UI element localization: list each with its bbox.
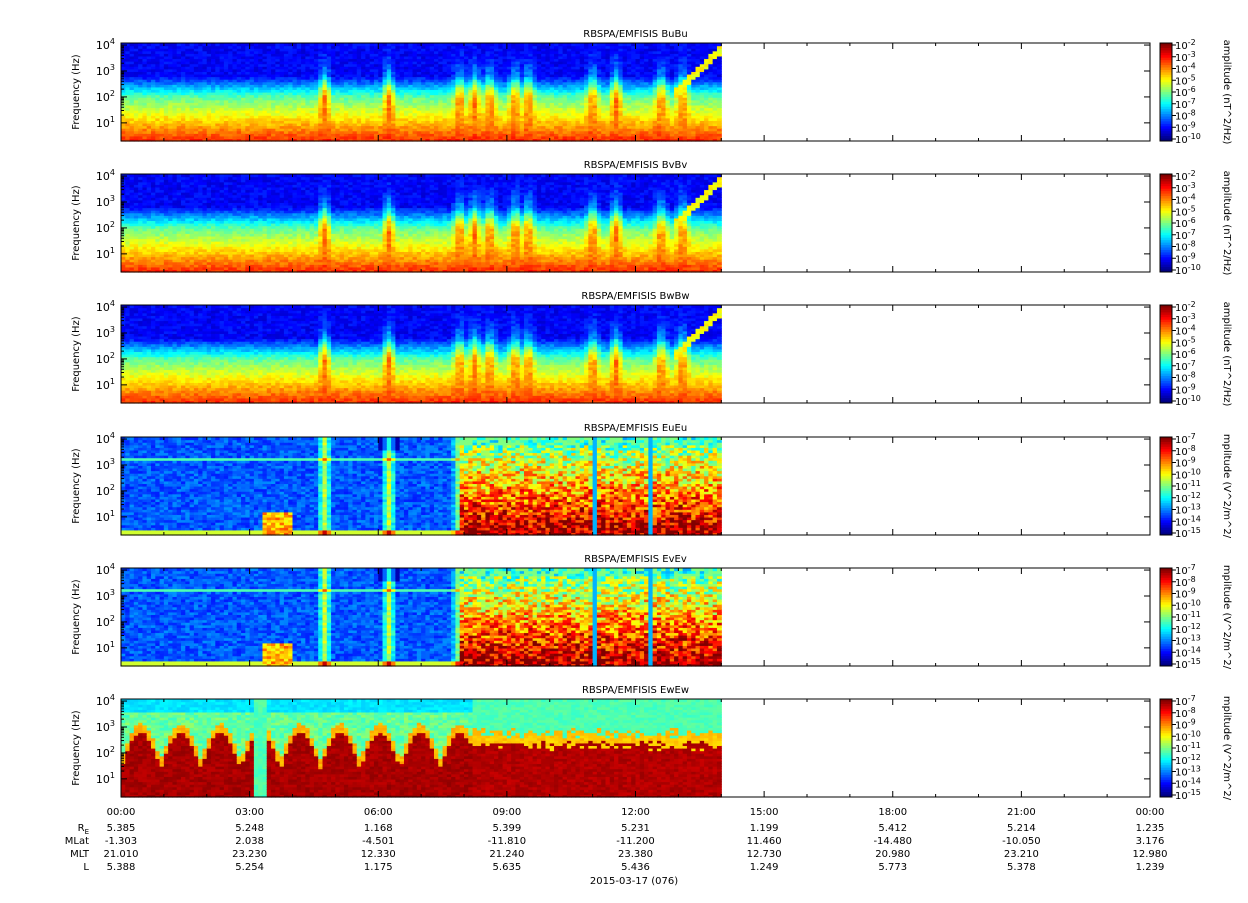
panel-title: RBSPA/EMFISIS BuBu xyxy=(583,29,687,40)
panel-1: RBSPA/EMFISIS BuBu101102103104Frequency … xyxy=(71,29,1232,146)
spectrogram-image xyxy=(121,43,722,142)
